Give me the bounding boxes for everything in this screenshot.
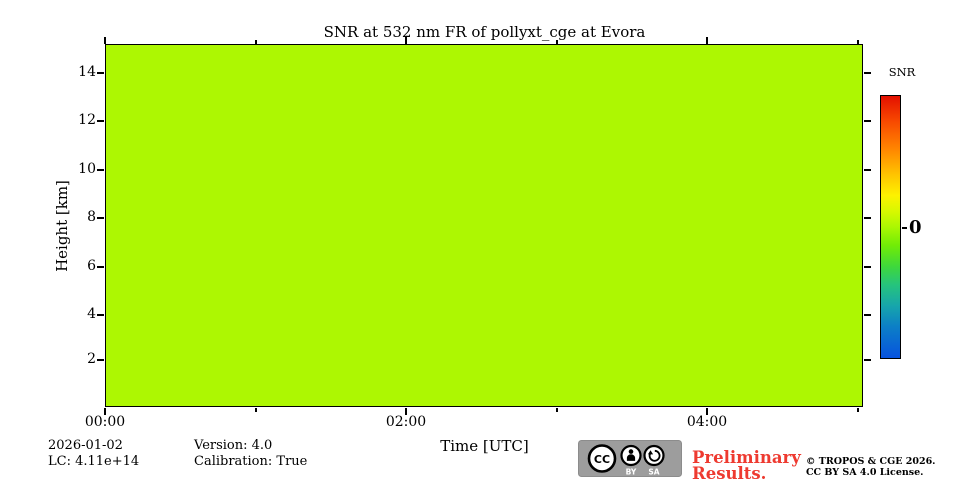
- x-axis-label: Time [UTC]: [440, 437, 529, 455]
- colorbar-tick-mark: [902, 227, 907, 229]
- y-tick-mark: [97, 169, 104, 171]
- x-tick-label: 04:00: [686, 414, 728, 430]
- y-tick-mark: [97, 217, 104, 219]
- x-tick-mark: [255, 408, 257, 412]
- y-tick-label: 6: [87, 258, 96, 274]
- x-tick-mark: [405, 408, 407, 415]
- by-icon: [620, 444, 642, 467]
- copyright-line1: © TROPOS & CGE 2026.: [806, 456, 936, 467]
- x-tick-mark: [255, 40, 257, 44]
- preliminary-results-note: Preliminary Results.: [692, 450, 801, 480]
- colorbar: [880, 95, 901, 359]
- colorbar-title: SNR: [888, 65, 916, 79]
- copyright-line2: CC BY SA 4.0 License.: [806, 466, 924, 478]
- y-tick-mark: [864, 120, 871, 122]
- y-tick-label: 10: [78, 161, 96, 177]
- y-tick-mark: [97, 359, 104, 361]
- cc-text: CC: [594, 453, 610, 466]
- preliminary-line1: Preliminary: [692, 448, 801, 467]
- sa-icon: [643, 444, 665, 467]
- y-tick-label: 12: [78, 112, 96, 128]
- y-tick-label: 8: [87, 209, 96, 225]
- plot-area-heatmap: [105, 44, 863, 407]
- y-tick-mark: [864, 359, 871, 361]
- preliminary-line2: Results.: [692, 463, 767, 480]
- y-tick-label: 2: [87, 351, 96, 367]
- lidar-constant-label: LC: 4.11e+14: [48, 454, 140, 469]
- x-tick-mark: [405, 37, 407, 44]
- x-tick-mark: [706, 37, 708, 44]
- copyright-note: © TROPOS & CGE 2026. CC BY SA 4.0 Licens…: [806, 456, 936, 478]
- x-tick-mark: [104, 408, 106, 415]
- cc-license-badge-graphic: CC BY SA: [578, 440, 682, 477]
- x-tick-mark: [706, 408, 708, 415]
- y-tick-mark: [97, 266, 104, 268]
- y-tick-mark: [97, 72, 104, 74]
- x-tick-mark: [104, 37, 106, 44]
- x-tick-mark: [556, 408, 558, 412]
- y-tick-label: 4: [87, 306, 96, 322]
- version-label: Version: 4.0: [194, 438, 273, 453]
- sa-label: SA: [648, 468, 659, 477]
- calibration-label: Calibration: True: [194, 454, 308, 469]
- x-tick-label: 02:00: [385, 414, 427, 430]
- x-tick-mark: [556, 40, 558, 44]
- x-tick-mark: [857, 408, 859, 412]
- plot-title: SNR at 532 nm FR of pollyxt_cge at Evora: [323, 23, 646, 41]
- y-tick-mark: [864, 314, 871, 316]
- y-tick-label: 14: [78, 64, 96, 80]
- by-label: BY: [626, 468, 637, 477]
- x-tick-mark: [857, 40, 859, 44]
- y-tick-mark: [864, 72, 871, 74]
- y-tick-mark: [97, 314, 104, 316]
- y-tick-mark: [864, 217, 871, 219]
- colorbar-tick-label: 0: [909, 217, 922, 238]
- y-tick-mark: [864, 266, 871, 268]
- date-label: 2026-01-02: [48, 438, 123, 453]
- y-tick-mark: [97, 120, 104, 122]
- cc-license-badge: CC BY SA: [578, 440, 682, 477]
- cc-icon: CC: [587, 444, 617, 473]
- x-tick-label: 00:00: [84, 414, 126, 430]
- y-tick-mark: [864, 169, 871, 171]
